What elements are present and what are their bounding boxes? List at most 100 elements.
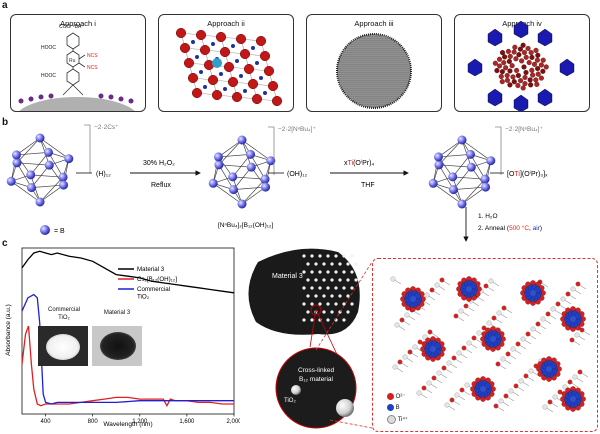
photo-label-commercial-line1: Commercial <box>47 307 80 313</box>
legend-titanium-text: Ti⁴⁺ <box>397 417 409 424</box>
material-3-blob-illustration: Material 3 Cross-linked B₁₂ material TiO… <box>248 248 360 429</box>
bubble-label-line2: B₁₂ material <box>299 376 334 383</box>
polyhedron <box>487 88 503 107</box>
icosahedron-3 <box>428 135 496 209</box>
boron-atom <box>486 156 496 166</box>
atomic-structure-panel: O²⁻ B Ti⁴⁺ <box>372 258 598 432</box>
approach-i-box: Approach i Ru COO⁻¹BA⁺ HOOC HOOC NCS NCS <box>10 14 146 112</box>
series-line <box>21 293 234 405</box>
bubble-label-line1: Cross-linked <box>298 367 335 374</box>
substituent-oh12: (OH)₁₂ <box>287 171 308 178</box>
acid-label-1: HOOC <box>41 45 56 51</box>
polyhedron <box>487 28 503 47</box>
boron-cluster <box>560 306 586 332</box>
polyhedron <box>537 28 553 47</box>
substituent-oti: [OTi](OⁱPr)₃]ₓ <box>507 170 548 178</box>
boron-atom <box>433 152 443 162</box>
crystal-lattice-illustration <box>175 27 283 107</box>
material-3-photo <box>92 326 142 366</box>
cluster-framework-illustration <box>467 20 575 111</box>
y-axis-label: Absorbance (a.u.) <box>5 304 12 356</box>
boron-cluster <box>456 276 482 302</box>
lattice-atom <box>223 61 235 73</box>
lattice-atom <box>191 87 203 99</box>
approach-iii-title: Approach iii <box>354 19 394 28</box>
boron-atom <box>261 182 271 192</box>
polyhedron <box>513 20 529 39</box>
boron-atom <box>466 149 476 159</box>
bubble-tio2-label: TiO₂ <box>284 398 296 404</box>
boron-atom <box>208 178 218 188</box>
formula-b12oh12: [NⁿBu₄]₂[B₁₂(OH)₁₂] <box>218 222 273 229</box>
boron-atom <box>35 133 45 143</box>
anion-label: COO⁻¹BA⁺ <box>59 24 84 30</box>
nanoparticle-illustration <box>336 33 412 109</box>
boron-atom <box>64 154 74 164</box>
polyhedron <box>467 58 483 77</box>
lattice-atom <box>235 33 247 45</box>
lattice-atom <box>195 29 207 41</box>
boron-atom <box>228 185 238 195</box>
legend-boron-text: B <box>395 405 400 412</box>
lattice-atom <box>259 50 271 62</box>
legend-oxygen: O²⁻ <box>387 393 406 400</box>
polyhedron <box>513 94 529 111</box>
photo-label-commercial-line2: TiO₂ <box>58 315 70 321</box>
metal-label: Ru <box>69 58 76 64</box>
boron-atom <box>35 197 45 207</box>
boron-atom <box>237 135 247 145</box>
boron-atom <box>12 158 22 168</box>
boron-atom <box>44 160 54 170</box>
boron-atom <box>44 147 54 157</box>
charge-label-3: −2·2[NⁿBu₄]⁺ <box>505 126 543 133</box>
ncs-label-2: NCS <box>87 65 98 71</box>
boron-atom <box>480 174 490 184</box>
lattice-atom <box>227 76 239 88</box>
boron-cluster <box>400 286 426 312</box>
boron-atom <box>214 160 224 170</box>
absorbance-chart: Absorbance (a.u.) Wavelength (nm) 400 800… <box>5 247 240 428</box>
boron-atom <box>237 199 247 209</box>
reaction-scheme: −2·2Cs⁺ −2·2[NⁿBu₄]⁺ −2·2[NⁿBu₄]⁺ (H)₁₂ … <box>6 124 548 242</box>
boron-atom <box>266 156 276 166</box>
x-tick-label: 1,200 <box>132 419 148 425</box>
lattice-atom <box>267 80 279 92</box>
panel-c-letter: c <box>2 238 8 249</box>
charge-label-1: −2·2Cs⁺ <box>94 124 119 131</box>
panel-a-letter: a <box>2 0 8 11</box>
lattice-atom <box>187 72 199 84</box>
boron-atom <box>26 170 36 180</box>
reagent-ti-isopropoxide: xTi(OⁱPr)₄ <box>344 159 374 167</box>
boron-atom <box>448 172 458 182</box>
lattice-atom <box>271 95 283 107</box>
lattice-atom <box>207 74 219 86</box>
lattice-atom <box>199 44 211 56</box>
boron-cluster <box>480 326 506 352</box>
legend-entry: Cs₂[B₁₂(OH)₁₂] <box>137 276 177 283</box>
approach-i-title: Approach i <box>60 19 96 28</box>
boron-atom <box>448 185 458 195</box>
atomic-structure-render <box>390 276 591 413</box>
boron-cluster <box>520 280 546 306</box>
icosahedron-1 <box>6 133 74 207</box>
icosahedron-2 <box>208 135 276 209</box>
substituent-h12: (H)₁₂ <box>96 171 111 178</box>
boron-atom <box>457 135 467 145</box>
step-anneal: 2. Anneal (500 °C, air) <box>478 224 542 232</box>
boron-atom <box>6 176 16 186</box>
boron-atom <box>466 162 476 172</box>
boron-atom <box>260 174 270 184</box>
boron-atom <box>434 160 444 170</box>
polyhedron <box>559 58 575 77</box>
boron-atom <box>213 152 223 162</box>
boron-cluster <box>536 356 562 382</box>
x-tick-label: 400 <box>41 419 52 425</box>
boron-atom <box>59 180 69 190</box>
x-axis-label: Wavelength (nm) <box>103 421 152 428</box>
lattice-atom <box>255 35 267 47</box>
blob-label: Material 3 <box>272 273 303 280</box>
lattice-atom <box>243 63 255 75</box>
ncs-label-1: NCS <box>87 53 98 59</box>
x-tick-label: 2,000 <box>226 419 240 425</box>
boron-atom <box>428 178 438 188</box>
